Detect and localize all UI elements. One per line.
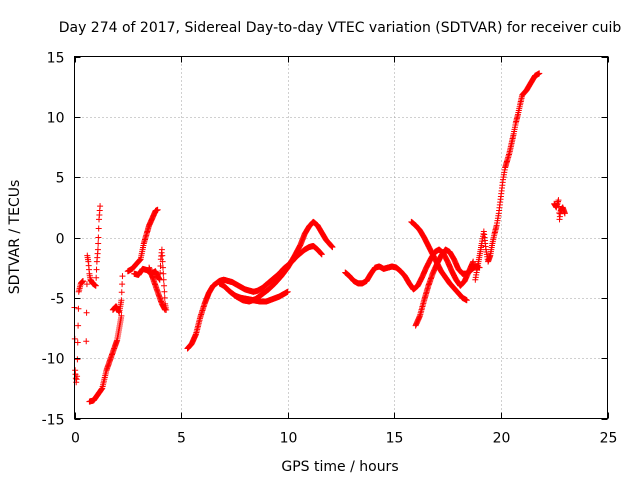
x-tick-label: 0	[71, 431, 80, 447]
data-point	[95, 234, 102, 241]
data-point	[284, 288, 291, 295]
x-tick-label: 15	[386, 431, 404, 447]
data-point	[93, 266, 100, 273]
data-point	[83, 338, 90, 345]
data-point	[536, 70, 543, 77]
data-point	[95, 225, 102, 232]
grid-lines	[74, 56, 608, 419]
data-point	[75, 322, 82, 329]
data-point	[119, 281, 126, 288]
data-point	[159, 252, 166, 259]
data-point	[555, 203, 562, 210]
y-tick-label: -5	[51, 292, 65, 308]
data-point	[159, 264, 166, 271]
y-tick-label: 10	[47, 111, 65, 127]
y-tick-label: 5	[56, 171, 65, 187]
data-point	[74, 339, 81, 346]
y-tick-label: -10	[42, 352, 65, 368]
y-axis-label: SDTVAR / TECUs	[7, 180, 23, 295]
data-point	[118, 297, 125, 304]
x-axis-label: GPS time / hours	[281, 459, 398, 475]
data-point	[154, 206, 161, 213]
data-point	[162, 306, 169, 313]
data-point	[329, 244, 336, 251]
data-point	[119, 273, 126, 280]
data-point	[93, 274, 100, 281]
data-point	[83, 281, 90, 288]
data-point	[158, 246, 165, 253]
data-point	[160, 270, 167, 277]
data-point	[94, 246, 101, 253]
x-tick-label: 25	[600, 431, 618, 447]
data-point	[92, 282, 99, 289]
data-point	[157, 269, 164, 276]
data-point	[75, 305, 82, 312]
data-point	[118, 289, 125, 296]
data-point	[80, 277, 87, 284]
data-points	[71, 70, 568, 405]
x-tick-label: 5	[177, 431, 186, 447]
data-point	[97, 203, 104, 210]
data-point	[74, 373, 81, 380]
x-tick-label: 20	[493, 431, 511, 447]
y-tick-label: 15	[47, 51, 65, 67]
data-point	[74, 356, 81, 363]
data-point	[159, 258, 166, 265]
data-point	[161, 288, 168, 295]
data-point	[83, 309, 90, 316]
chart-title: Day 274 of 2017, Sidereal Day-to-day VTE…	[59, 20, 622, 36]
axes: 0 5 10 15 20 25 -15 -10 -5 0 5 10 15	[42, 51, 618, 447]
data-point	[118, 312, 125, 319]
plot-frame	[74, 56, 608, 419]
data-point	[160, 276, 167, 283]
data-point	[561, 210, 568, 217]
x-tick-label: 10	[280, 431, 298, 447]
y-tick-label: -15	[42, 413, 65, 429]
data-point	[555, 197, 562, 204]
data-point	[95, 240, 102, 247]
data-point	[161, 282, 168, 289]
y-tick-label: 0	[56, 232, 65, 248]
data-point	[463, 297, 470, 304]
data-point	[470, 258, 477, 265]
data-point	[318, 251, 325, 258]
